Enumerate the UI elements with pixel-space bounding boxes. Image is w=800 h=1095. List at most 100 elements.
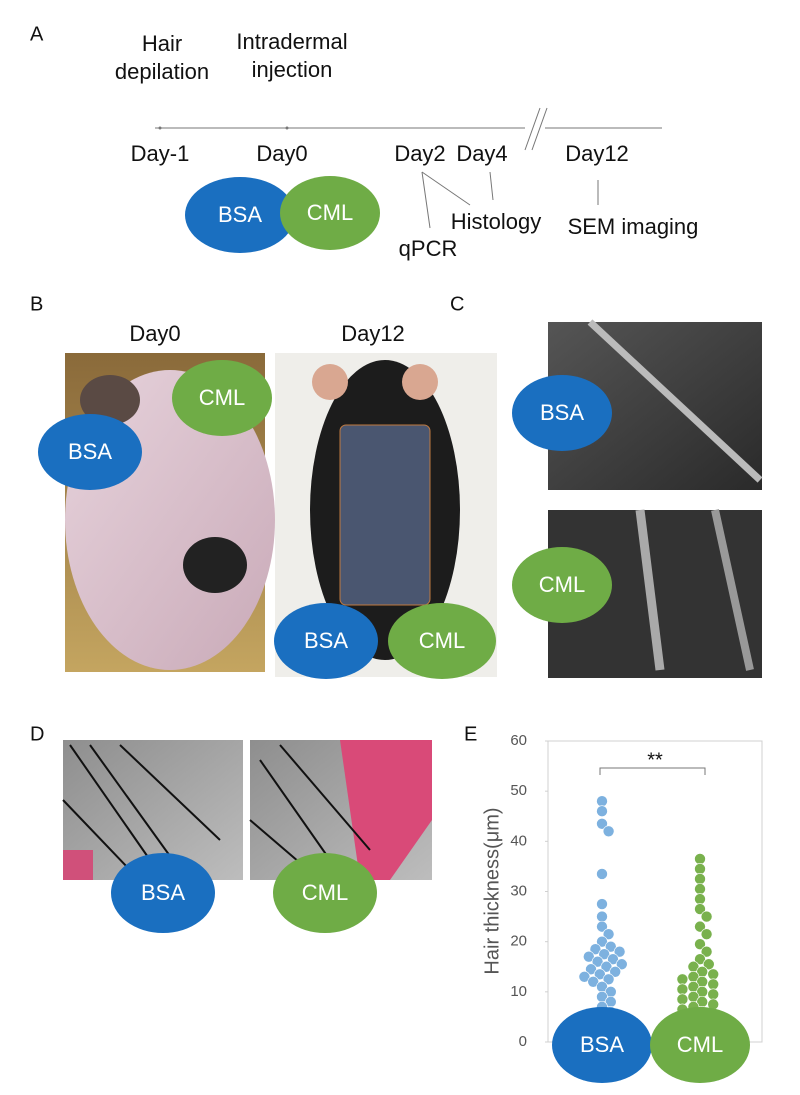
y-tick-label: 60 [510,732,527,749]
group-label: CML [302,880,348,905]
data-point [585,963,597,976]
group-label: BSA [218,202,262,227]
data-point [589,943,602,955]
data-point [694,883,706,895]
photo-title: Day0 [129,321,180,346]
group-oval [111,853,215,933]
panel-label: B [30,293,43,315]
event-label: depilation [115,59,209,84]
data-point [613,945,626,958]
micrograph [62,740,432,881]
group-ovals: BSA CML [552,1007,750,1083]
data-point [596,920,608,933]
y-tick-label: 40 [510,832,527,849]
readout-label: Histology [451,209,541,234]
swarm [578,795,720,1033]
data-point [694,853,706,865]
data-point [593,968,606,981]
data-point [700,928,713,940]
data-point [587,975,600,988]
significance-bracket [599,767,706,775]
data-point [596,805,608,818]
data-point [694,863,706,875]
group-oval [512,547,612,623]
data-point [676,993,689,1006]
panel-label: C [450,293,464,315]
group-oval [280,176,380,250]
day-label: Day0 [256,141,307,166]
group-label: CML [419,628,465,653]
data-point [602,928,615,940]
data-point [591,955,604,968]
timeline [155,107,662,229]
data-point [700,910,713,923]
group-oval [172,360,272,436]
data-point [694,893,706,905]
data-point [602,825,615,838]
group-label: CML [199,385,245,410]
day-label: Day-1 [131,141,190,166]
data-point [676,973,689,986]
data-point [707,978,720,991]
plot-frame [547,740,763,1043]
panel-label: D [30,723,44,745]
group-oval [512,375,612,451]
panel-label: E [464,723,477,745]
panel-label: A [30,23,44,45]
data-point [694,920,706,933]
data-point [596,898,608,910]
group-label: BSA [68,439,112,464]
data-point [602,973,615,986]
photo-title: Day12 [341,321,405,346]
data-point [598,948,611,961]
readout-label: SEM imaging [568,214,699,239]
data-point [582,950,595,963]
group-oval [552,1007,652,1083]
data-point [609,965,622,978]
day-label: Day12 [565,141,629,166]
data-point [607,953,619,966]
data-point [596,910,608,923]
data-point [615,958,628,971]
data-point [707,988,720,1001]
data-point [694,873,706,885]
group-label: CML [307,200,353,225]
y-tick-label: 0 [519,1033,527,1050]
group-oval [388,603,496,679]
data-point [596,817,608,830]
data-point [694,903,706,915]
group-label: BSA [580,1032,624,1057]
event-label: injection [252,57,333,82]
sem-image [548,319,763,678]
data-point [596,935,608,948]
data-point [702,958,715,971]
data-point [604,940,617,953]
group-oval [650,1007,750,1083]
y-tick-label: 20 [510,933,527,950]
group-oval [185,177,295,253]
group-oval [38,414,142,490]
group-label: BSA [540,400,584,425]
data-point [707,968,720,981]
event-label: Intradermal [236,29,347,54]
data-point [694,953,706,966]
data-point [700,945,713,958]
group-label: BSA [141,880,185,905]
data-point [596,868,608,880]
photo-day12 [275,353,497,677]
group-label: CML [539,572,585,597]
readout-label: qPCR [399,236,458,261]
data-point [600,960,613,973]
data-point [596,795,608,808]
group-oval [274,603,378,679]
event-label: Hair [142,31,182,56]
group-oval [273,853,377,933]
y-tick-label: 50 [510,782,527,799]
y-tick-label: 30 [510,882,527,899]
y-axis-label: Hair thickness(μm) [481,807,503,974]
data-point [578,970,591,983]
group-label: CML [677,1032,723,1057]
group-label: BSA [304,628,348,653]
day-label: Day2 [394,141,445,166]
